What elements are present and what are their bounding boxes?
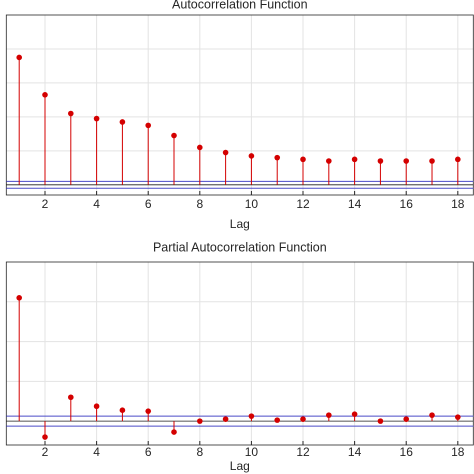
x-axis-label: Lag (230, 217, 250, 231)
stem-marker (274, 417, 281, 423)
stem-marker (274, 154, 281, 161)
chart-title: Autocorrelation Function (172, 0, 308, 11)
stem-marker (42, 434, 48, 440)
x-axis-label: Lag (230, 459, 250, 473)
axes-box (5, 261, 474, 446)
x-tick-label: 18 (451, 197, 465, 211)
stem-marker (326, 158, 332, 164)
x-tick-label: 6 (145, 197, 152, 211)
x-tick-label: 2 (42, 197, 49, 211)
stem-marker (16, 54, 23, 61)
x-tick-label: 10 (245, 445, 259, 459)
stem-marker (300, 416, 306, 422)
stem-marker (145, 122, 152, 129)
x-tick-label: 16 (400, 445, 414, 459)
stem-marker (351, 411, 358, 417)
stem-marker (16, 295, 23, 301)
stem-marker (429, 158, 435, 164)
stem-marker (403, 416, 410, 422)
stem-marker (119, 407, 126, 413)
axes-box (5, 14, 474, 196)
stem-marker (68, 110, 74, 117)
stem-marker (377, 418, 384, 424)
x-tick-label: 16 (400, 197, 414, 211)
x-tick-label: 12 (296, 445, 310, 459)
x-tick-label: 10 (245, 197, 259, 211)
stem-marker (455, 156, 461, 163)
stem-marker (300, 156, 306, 163)
stem-marker (429, 412, 435, 418)
stem-marker (377, 158, 384, 164)
x-tick-label: 8 (196, 197, 203, 211)
stem-marker (197, 144, 203, 151)
stem-marker (222, 416, 229, 422)
stem-marker (119, 119, 126, 125)
stem-marker (326, 412, 332, 418)
stem-marker (197, 418, 203, 424)
stem-marker (222, 149, 229, 156)
stem-marker (403, 158, 410, 164)
stem-marker (455, 414, 461, 420)
plot-area (6, 15, 474, 195)
stem-marker (351, 156, 358, 163)
stem-marker (171, 429, 177, 435)
stem-marker (248, 153, 255, 159)
stem-marker (42, 92, 48, 98)
x-tick-label: 8 (196, 445, 203, 459)
x-tick-label: 18 (451, 445, 465, 459)
chart-title: Partial Autocorrelation Function (153, 240, 327, 254)
stem-marker (93, 115, 100, 122)
x-tick-label: 12 (296, 197, 310, 211)
x-tick-label: 14 (348, 197, 362, 211)
x-tick-label: 4 (93, 445, 100, 459)
stem-marker (171, 132, 177, 139)
x-tick-label: 14 (348, 445, 362, 459)
x-tick-label: 4 (93, 197, 100, 211)
x-tick-label: 2 (42, 445, 49, 459)
stem-marker (145, 408, 152, 414)
x-tick-label: 6 (145, 445, 152, 459)
plot-area (6, 262, 474, 445)
stem-marker (248, 413, 255, 419)
stem-marker (68, 394, 74, 401)
stem-marker (93, 403, 100, 410)
